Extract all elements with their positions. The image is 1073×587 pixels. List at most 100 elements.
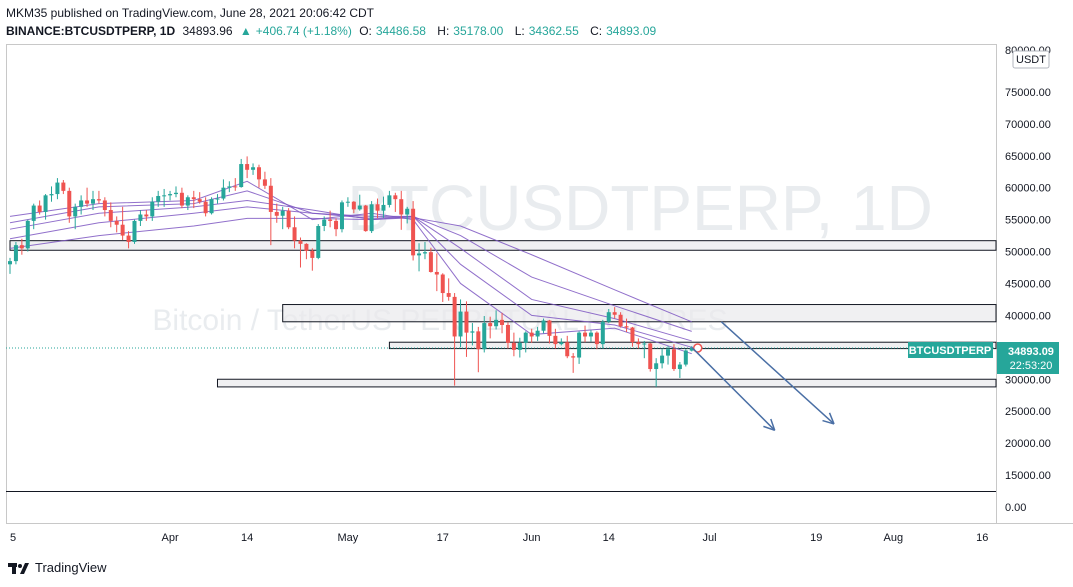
candle-body (144, 214, 149, 217)
candle (150, 197, 155, 221)
symbol-price-tag (908, 342, 993, 358)
candle (274, 203, 279, 223)
candle-body (452, 296, 457, 337)
candle-body (648, 343, 653, 370)
time-tick: Jul (702, 532, 716, 544)
candle (31, 203, 36, 230)
candle-body (215, 198, 220, 200)
candle-body (245, 164, 250, 170)
candle-body (399, 199, 404, 215)
price-tick: 75000.00 (1005, 87, 1051, 99)
change-value: +406.74 (+1.18%) (255, 24, 352, 38)
candle (310, 248, 315, 271)
projection-arrow-long (720, 321, 835, 425)
candle (565, 335, 570, 359)
watermark-ticker: BTCUSDTPERP, 1D (347, 172, 933, 244)
time-tick: May (338, 532, 359, 544)
candle (405, 206, 410, 224)
candle (162, 188, 167, 207)
resistance-zone-50k (9, 240, 997, 251)
candle-body (304, 243, 309, 251)
candle (168, 190, 173, 201)
tradingview-brand: TradingView (35, 560, 107, 575)
support-zone-30k (216, 378, 997, 388)
candle-body (588, 332, 593, 337)
candle (387, 190, 392, 208)
candle-body (363, 205, 368, 232)
candle-body (636, 342, 641, 345)
candle (203, 197, 208, 217)
open-label: O: (359, 24, 372, 38)
open-value: 34486.58 (375, 24, 426, 38)
candle (660, 348, 665, 369)
candle (588, 330, 593, 342)
price-tick: 45000.00 (1005, 278, 1051, 290)
candle (251, 163, 256, 175)
candle-body (375, 204, 380, 211)
candle (583, 325, 588, 343)
resistance-zone-40k (282, 304, 997, 323)
candle-body (203, 201, 208, 214)
candle-body (583, 332, 588, 337)
arrow-head (770, 418, 776, 431)
candle-body (600, 321, 605, 345)
candle-body (624, 326, 629, 328)
candle-body (458, 311, 463, 337)
candle-body (239, 164, 244, 188)
candle (37, 200, 42, 215)
candle-body (422, 252, 427, 254)
candle (452, 293, 457, 386)
candle-body (268, 185, 273, 212)
candle-body (298, 240, 303, 244)
candle-body (630, 327, 635, 343)
currency-badge[interactable] (1012, 50, 1050, 69)
candle-body (618, 314, 623, 327)
candle (594, 331, 599, 350)
high-value: 35178.00 (453, 24, 504, 38)
bar-countdown: 22:53:20 (1010, 360, 1053, 372)
candle-body (357, 205, 362, 210)
candle-body (553, 335, 558, 345)
candle (393, 192, 398, 212)
candle-body (381, 204, 386, 211)
candle (126, 231, 131, 249)
candle (434, 253, 439, 292)
candle-body (677, 364, 682, 370)
last-price-tag (997, 342, 1059, 374)
low-value: 34362.55 (528, 24, 579, 38)
candle-body (334, 220, 339, 230)
candle-body (351, 201, 356, 210)
candle (19, 238, 24, 255)
candle (464, 301, 469, 357)
candle (476, 326, 481, 373)
candle (221, 179, 226, 201)
candle-body (13, 245, 18, 262)
chart-header: MKM35 published on TradingView.com, June… (6, 4, 664, 40)
candle (73, 203, 78, 230)
symbol-label[interactable]: BINANCE:BTCUSDTPERP, 1D (6, 24, 176, 38)
candle (648, 342, 653, 372)
candle (43, 194, 48, 220)
tradingview-logo[interactable]: TradingView (8, 560, 107, 575)
candle-body (61, 182, 66, 191)
candle (262, 171, 267, 189)
candle (322, 216, 327, 232)
last-candle-marker (692, 343, 703, 353)
candle-body (328, 219, 333, 221)
candle (114, 216, 119, 233)
candle-body (606, 312, 611, 322)
candle-body (671, 349, 676, 370)
candle (351, 201, 356, 214)
candle-body (428, 252, 433, 272)
candle-body (233, 186, 238, 188)
candle-body (517, 342, 522, 350)
candle (500, 312, 505, 334)
candle (677, 362, 682, 378)
candle (571, 353, 576, 373)
candle-body (221, 187, 226, 199)
candle (547, 319, 552, 344)
candle (90, 190, 95, 211)
candle (191, 190, 196, 209)
candle-body (274, 211, 279, 216)
